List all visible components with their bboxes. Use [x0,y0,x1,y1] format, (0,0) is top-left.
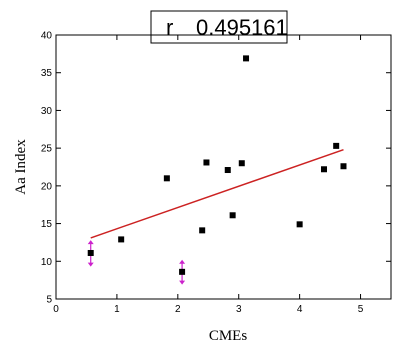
data-point [296,221,303,228]
data-point [229,212,236,219]
data-point [118,236,125,243]
data-point [238,160,245,167]
correlation-box: r 0.495161 [150,10,288,44]
plot-frame [55,34,392,300]
data-point [333,142,340,149]
data-points [87,55,347,275]
data-point [87,249,94,256]
x-tick-label: 4 [297,304,303,315]
y-tick-label: 15 [41,219,53,230]
y-tick-label: 10 [41,257,53,268]
error-markers [87,240,186,285]
x-axis-title: CMEs [209,328,248,344]
data-point [199,227,206,234]
data-point [340,163,347,170]
x-tick-label: 5 [358,304,364,315]
data-point [203,159,210,166]
fit-line [90,148,344,239]
x-tick-label: 2 [175,304,181,315]
data-point [224,167,231,174]
data-point [321,166,327,173]
y-tick-label: 35 [41,68,53,79]
y-tick-label: 25 [41,144,53,155]
data-point [243,55,250,62]
y-tick-label: 40 [41,31,53,42]
y-axis-title: Aa Index [13,139,29,195]
y-tick-label: 20 [41,181,53,192]
data-point [163,175,170,182]
y-tick-label: 30 [41,106,53,117]
x-axis-ticks: 0 1 2 3 4 5 [53,35,364,315]
x-tick-label: 0 [53,304,59,315]
x-tick-label: 1 [114,304,120,315]
x-tick-label: 3 [236,304,242,315]
fit-line-layer [90,148,344,239]
correlation-value: 0.495161 [196,15,288,40]
y-axis-ticks: 5 10 15 20 25 30 35 40 [41,31,391,306]
data-point [179,268,186,275]
y-tick-label: 5 [46,295,52,306]
correlation-label: r [166,15,173,40]
